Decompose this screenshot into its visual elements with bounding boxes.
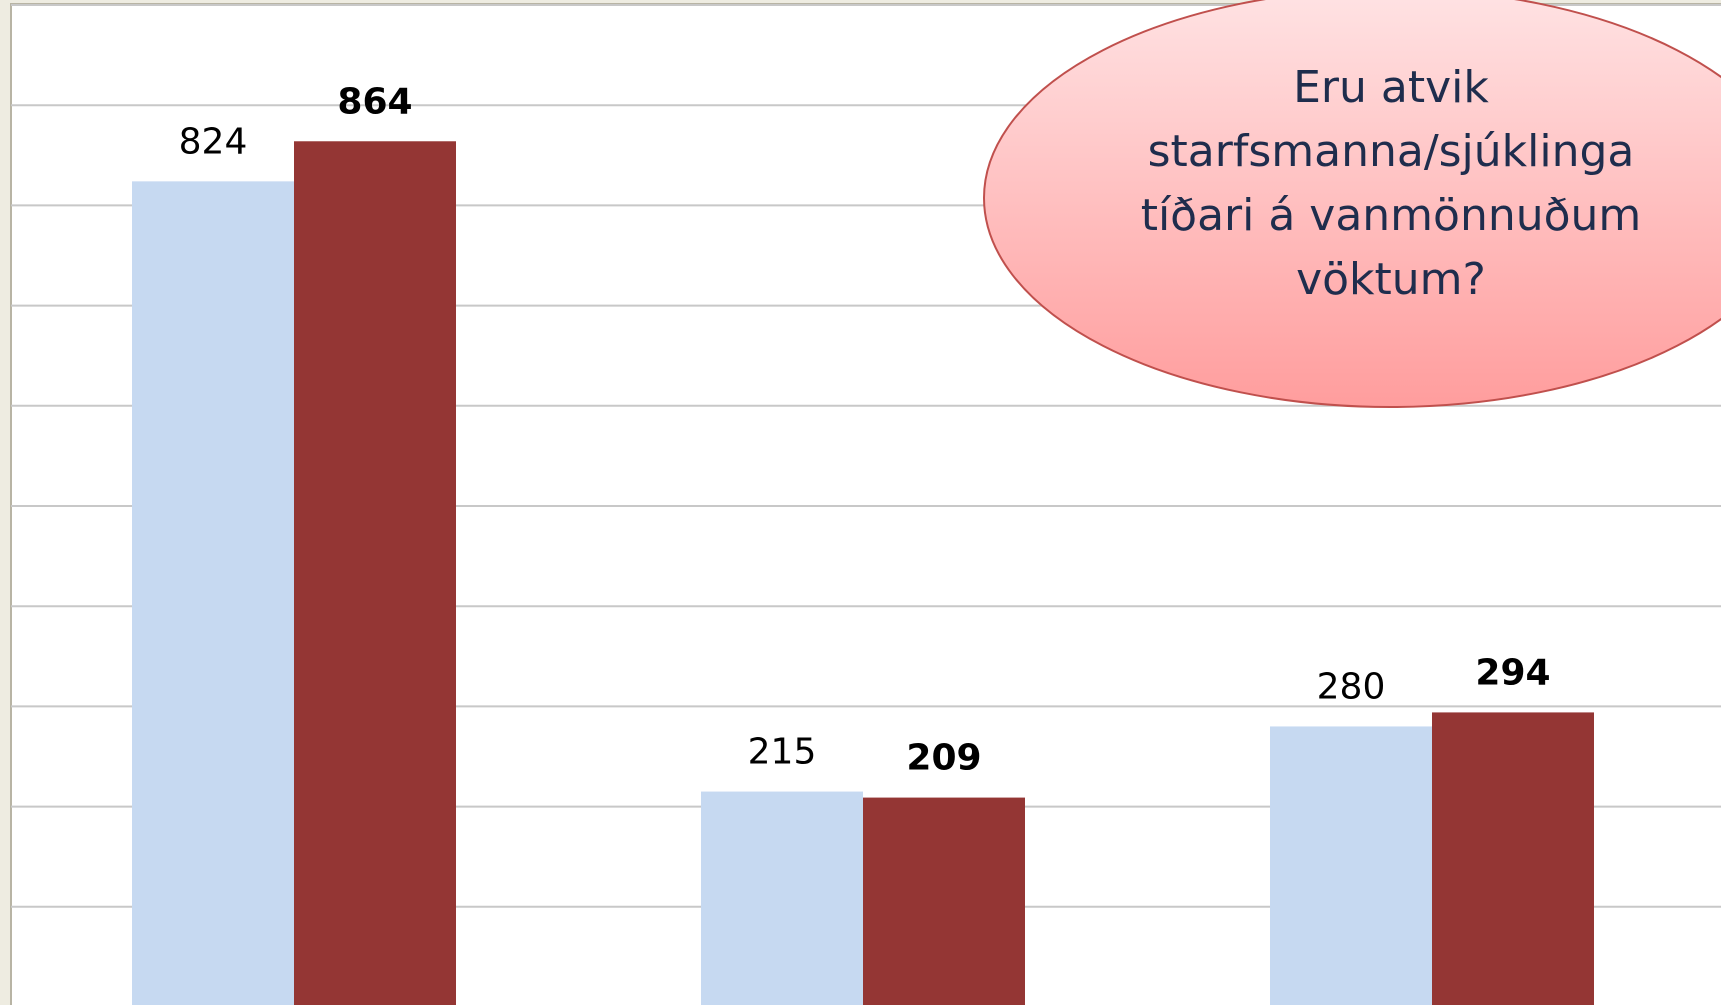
annotation-text: Eru atvik starfsmanna/sjúklinga tíðari á v… xyxy=(1141,62,1642,305)
data-label: 209 xyxy=(906,738,981,779)
data-label: 824 xyxy=(179,121,248,162)
data-label: 294 xyxy=(1475,652,1550,693)
annotation: Eru atvik starfsmanna/sjúklinga tíðari á v… xyxy=(983,0,1721,408)
data-label: 215 xyxy=(748,732,817,773)
bar xyxy=(132,181,294,1005)
bar xyxy=(294,141,456,1005)
bar xyxy=(863,797,1025,1005)
bar xyxy=(701,791,863,1005)
annotation-line: starfsmanna/sjúklinga xyxy=(1148,126,1635,177)
bars: 824 215 280 864 209 294 xyxy=(132,81,1594,1005)
annotation-line: tíðari á vanmönnuðum xyxy=(1141,190,1642,241)
annotation-bubble xyxy=(983,0,1721,408)
data-label: 280 xyxy=(1317,666,1386,707)
annotation-line: vöktum? xyxy=(1296,254,1486,305)
annotation-line: Eru atvik xyxy=(1293,62,1489,113)
data-label: 864 xyxy=(337,81,412,122)
bar xyxy=(1270,726,1432,1005)
bar xyxy=(1432,712,1594,1005)
